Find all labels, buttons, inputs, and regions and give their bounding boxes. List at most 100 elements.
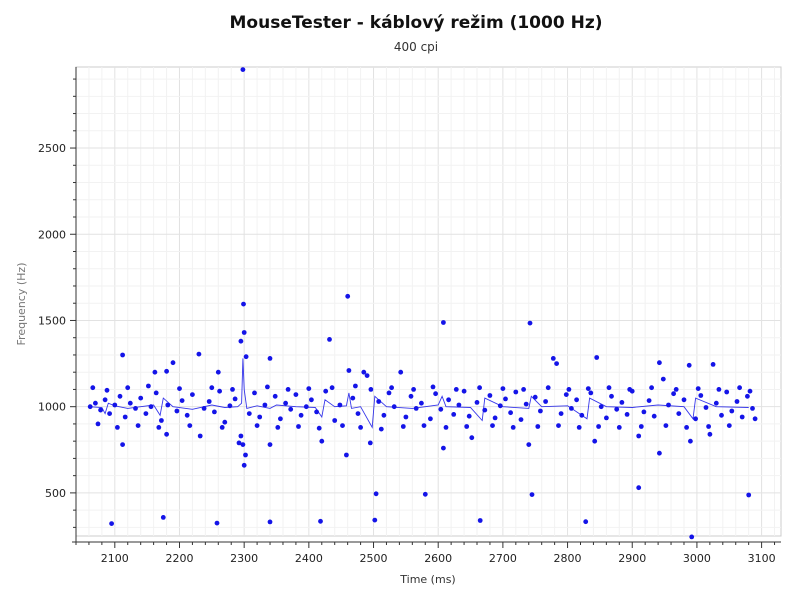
data-point — [240, 67, 246, 72]
data-point — [556, 423, 561, 428]
data-point — [592, 438, 598, 444]
y-tick-label: 1500 — [38, 314, 66, 327]
data-point — [676, 411, 682, 416]
chart-subtitle: 400 cpi — [394, 40, 438, 54]
data-point — [217, 388, 223, 394]
data-point — [316, 425, 322, 431]
data-point — [446, 397, 451, 403]
data-point — [156, 425, 162, 430]
data-point — [698, 393, 704, 398]
data-point — [164, 431, 170, 437]
data-point — [293, 392, 299, 397]
data-point — [627, 387, 633, 392]
data-point — [120, 442, 125, 447]
data-point — [466, 413, 472, 419]
data-point — [433, 391, 438, 397]
data-point — [750, 406, 755, 411]
data-point — [513, 389, 519, 395]
data-point — [219, 425, 225, 430]
data-point — [358, 425, 363, 430]
data-point — [464, 424, 470, 429]
data-point — [120, 352, 125, 358]
data-point — [296, 424, 301, 429]
data-point — [422, 491, 428, 497]
data-point — [671, 391, 676, 397]
data-point — [389, 385, 394, 391]
data-point — [521, 387, 526, 392]
data-point — [487, 393, 493, 398]
data-point — [746, 492, 752, 498]
data-point — [441, 320, 446, 325]
data-point — [355, 411, 361, 416]
data-point — [558, 411, 564, 416]
data-point — [636, 433, 642, 439]
data-point — [278, 416, 283, 422]
data-point — [477, 518, 483, 523]
data-point — [523, 401, 529, 407]
data-point — [262, 402, 268, 408]
data-point — [490, 423, 495, 428]
data-point — [430, 384, 436, 390]
data-point — [411, 387, 416, 392]
data-point — [649, 385, 654, 391]
data-point — [104, 387, 110, 393]
data-point — [378, 426, 384, 432]
data-point — [345, 293, 351, 299]
data-point — [606, 385, 612, 391]
data-point — [527, 320, 533, 326]
x-tick-label: 2900 — [618, 552, 646, 565]
y-axis-title: Frequency (Hz) — [15, 263, 28, 346]
data-point — [614, 406, 620, 412]
x-tick-label: 2700 — [489, 552, 517, 565]
data-point — [267, 442, 273, 447]
data-point — [190, 392, 195, 397]
y-tick-label: 2500 — [38, 142, 66, 155]
data-point — [441, 445, 446, 451]
data-point — [246, 411, 252, 416]
data-point — [508, 410, 513, 416]
data-point — [196, 351, 202, 357]
data-point — [332, 418, 338, 423]
data-point — [329, 385, 335, 391]
data-point — [257, 414, 263, 420]
data-point — [353, 383, 358, 389]
data-point — [456, 402, 462, 408]
data-point — [477, 385, 482, 391]
data-point — [681, 397, 687, 403]
data-point — [660, 376, 666, 382]
data-point — [344, 452, 349, 458]
data-point — [403, 414, 409, 420]
data-point — [241, 462, 247, 468]
data-point — [510, 425, 516, 430]
data-point — [381, 412, 387, 418]
data-point — [241, 301, 246, 307]
data-point — [232, 396, 238, 402]
data-point — [641, 409, 647, 415]
data-point — [576, 425, 582, 430]
data-point — [265, 384, 270, 390]
y-tick-label: 2000 — [38, 228, 66, 241]
data-point — [238, 338, 244, 344]
x-axis-title: Time (ms) — [399, 573, 455, 586]
x-tick-label: 3000 — [683, 552, 711, 565]
data-point — [538, 408, 543, 414]
data-point — [238, 433, 244, 439]
data-point — [707, 431, 713, 437]
x-tick-label: 2300 — [230, 552, 258, 565]
data-point — [657, 360, 662, 366]
data-point — [695, 386, 701, 391]
data-point — [526, 442, 532, 447]
data-point — [179, 398, 185, 403]
data-point — [152, 369, 158, 375]
data-point — [122, 414, 128, 420]
data-point — [252, 390, 257, 396]
data-point — [209, 385, 215, 391]
data-point — [109, 521, 114, 526]
data-point — [241, 330, 247, 335]
data-point — [165, 402, 171, 408]
data-point — [93, 400, 98, 406]
data-point — [272, 393, 278, 399]
data-point — [288, 406, 294, 412]
data-point — [706, 424, 711, 429]
data-point — [596, 424, 601, 429]
